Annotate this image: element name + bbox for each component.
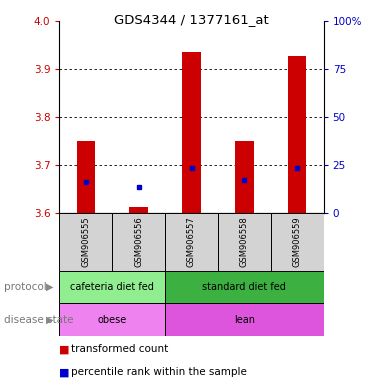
- Bar: [235, 141, 254, 213]
- Text: obese: obese: [98, 314, 127, 325]
- Text: GSM906555: GSM906555: [81, 217, 90, 267]
- Bar: [59, 213, 112, 271]
- Text: protocol: protocol: [4, 282, 47, 292]
- Text: GSM906556: GSM906556: [134, 217, 143, 267]
- Bar: [129, 207, 148, 213]
- Text: standard diet fed: standard diet fed: [203, 282, 286, 292]
- Text: GSM906559: GSM906559: [293, 217, 302, 267]
- Text: disease state: disease state: [4, 314, 73, 325]
- Bar: [288, 56, 306, 213]
- Text: GSM906558: GSM906558: [240, 217, 249, 267]
- Text: ▶: ▶: [46, 314, 54, 325]
- Text: percentile rank within the sample: percentile rank within the sample: [71, 367, 247, 377]
- Bar: [165, 213, 218, 271]
- Text: GSM906557: GSM906557: [187, 217, 196, 267]
- Bar: [77, 141, 95, 213]
- Text: lean: lean: [234, 314, 255, 325]
- Text: ■: ■: [59, 367, 70, 377]
- Bar: [112, 213, 165, 271]
- Text: GDS4344 / 1377161_at: GDS4344 / 1377161_at: [114, 13, 269, 26]
- Bar: [59, 271, 165, 303]
- Text: ▶: ▶: [46, 282, 54, 292]
- Bar: [271, 213, 324, 271]
- Bar: [165, 271, 324, 303]
- Bar: [165, 303, 324, 336]
- Text: ■: ■: [59, 344, 70, 354]
- Bar: [182, 52, 201, 213]
- Text: cafeteria diet fed: cafeteria diet fed: [70, 282, 154, 292]
- Bar: [218, 213, 271, 271]
- Text: transformed count: transformed count: [71, 344, 168, 354]
- Bar: [59, 303, 165, 336]
